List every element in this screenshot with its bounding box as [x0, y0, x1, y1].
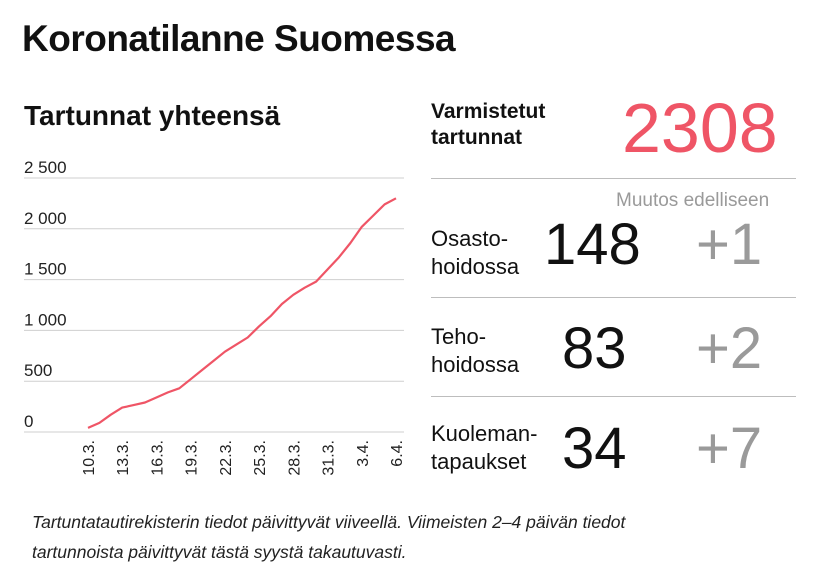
chart-y-tick-labels: 0 500 1 000 1 500 2 000 2 500 [24, 158, 67, 431]
x-tick-label: 3.4. [355, 440, 372, 467]
divider [431, 178, 796, 179]
chart-series [87, 197, 397, 429]
deaths-label-line1: Kuoleman- [431, 421, 538, 446]
x-tick-label: 13.3. [115, 440, 132, 476]
ward-care-value: 148 [544, 212, 641, 277]
y-tick-label: 1 500 [24, 260, 67, 279]
deaths-value: 34 [562, 416, 627, 481]
x-tick-label: 22.3. [218, 440, 235, 476]
confirmed-value: 2308 [622, 89, 778, 167]
x-tick-label: 16.3. [149, 440, 166, 476]
x-tick-label: 28.3. [286, 440, 303, 476]
ward-care-label-line2: hoidossa [431, 254, 520, 279]
line-chart: 0 500 1 000 1 500 2 000 2 500 10.3. 13.3. 16.3.… [24, 158, 406, 476]
chart-title: Tartunnat yhteensä [24, 100, 281, 131]
x-tick-label: 10.3. [81, 440, 98, 476]
x-tick-label: 19.3. [184, 440, 201, 476]
deaths-label: Kuoleman- tapaukset [431, 420, 537, 476]
intensive-care-label: Teho- hoidossa [431, 323, 519, 379]
page-title: Koronatilanne Suomessa [22, 18, 456, 59]
series-line-total-infections [87, 197, 397, 429]
x-tick-label: 31.3. [321, 440, 338, 476]
footnote-line2: tartunnoista päivittyvät tästä syystä ta… [32, 542, 407, 562]
deaths-change: +7 [696, 416, 763, 481]
footnote: Tartuntatautirekisterin tiedot päivittyv… [32, 507, 625, 567]
x-tick-label: 6.4. [389, 440, 406, 467]
x-tick-label: 25.3. [252, 440, 269, 476]
ward-care-label-line1: Osasto- [431, 226, 509, 251]
change-header: Muutos edelliseen [616, 190, 770, 211]
y-tick-label: 500 [24, 361, 52, 380]
y-tick-label: 0 [24, 412, 33, 431]
divider [431, 297, 796, 298]
intensive-care-label-line2: hoidossa [431, 352, 520, 377]
y-tick-label: 1 000 [24, 310, 67, 329]
confirmed-label-line1: Varmistetut [431, 100, 546, 123]
chart-gridlines [24, 177, 404, 433]
footnote-line1: Tartuntatautirekisterin tiedot päivittyv… [32, 512, 626, 532]
ward-care-label: Osasto- hoidossa [431, 225, 519, 281]
intensive-care-label-line1: Teho- [431, 324, 487, 349]
chart-x-tick-labels: 10.3. 13.3. 16.3. 19.3. 22.3. 25.3. 28.3. 31.3.… [81, 440, 406, 476]
intensive-care-value: 83 [562, 316, 627, 381]
ward-care-change: +1 [696, 212, 763, 277]
y-tick-label: 2 000 [24, 209, 67, 228]
divider [431, 396, 796, 397]
intensive-care-change: +2 [696, 316, 763, 381]
y-tick-label: 2 500 [24, 158, 67, 177]
confirmed-label-line2: tartunnat [431, 126, 522, 149]
confirmed-label: Varmistetut tartunnat [431, 99, 545, 151]
deaths-label-line2: tapaukset [431, 449, 527, 474]
